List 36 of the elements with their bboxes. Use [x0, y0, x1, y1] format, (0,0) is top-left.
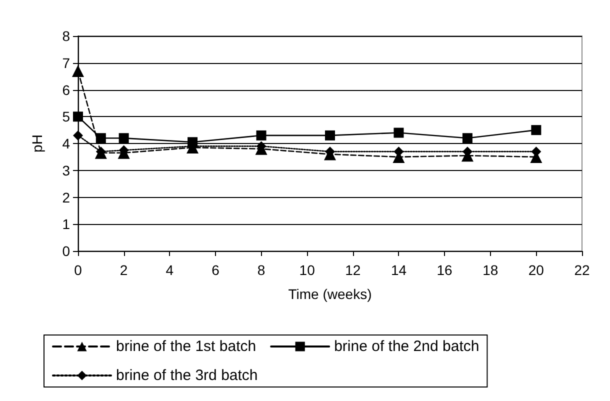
x-tick-label: 16: [436, 262, 453, 278]
legend-label: brine of the 1st batch: [116, 338, 256, 355]
x-tick-label: 10: [299, 262, 316, 278]
point: [96, 133, 106, 144]
y-tick-label: 3: [62, 162, 70, 178]
point: [73, 130, 83, 140]
x-tick-label: 18: [482, 262, 498, 278]
y-tick-label: 5: [62, 108, 70, 125]
point: [118, 133, 129, 144]
y-tick-label: 1: [62, 216, 70, 232]
x-tick-label: 6: [212, 262, 220, 278]
point: [462, 133, 472, 144]
x-tick-label: 8: [257, 262, 266, 278]
point: [325, 130, 335, 140]
legend-label: brine of the 2nd batch: [334, 338, 480, 355]
x-tick-label: 2: [120, 262, 128, 278]
point: [256, 130, 266, 140]
y-tick-label: 6: [62, 82, 70, 98]
x-tick-label: 14: [390, 262, 407, 278]
y-tick-label: 4: [62, 136, 70, 152]
x-tick-label: 22: [574, 262, 590, 278]
y-tick-label: 8: [62, 28, 70, 44]
legend-label: brine of the 3rd batch: [116, 367, 258, 384]
point: [394, 128, 404, 138]
y-tick-label: 2: [62, 189, 70, 206]
point: [72, 64, 84, 77]
y-tick-label: 7: [62, 54, 70, 71]
y-tick-label: 0: [62, 243, 70, 259]
x-tick-label: 12: [345, 262, 361, 278]
y-axis-title: pH: [29, 134, 45, 152]
point: [531, 125, 542, 136]
point: [73, 112, 83, 122]
x-tick-label: 20: [528, 262, 544, 278]
x-tick-label: 4: [166, 262, 174, 278]
x-axis-title: Time (weeks): [288, 286, 372, 302]
x-tick-label: 0: [74, 262, 82, 278]
